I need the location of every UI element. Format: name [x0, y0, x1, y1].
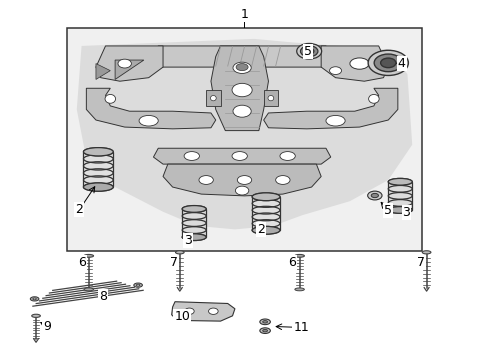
- Ellipse shape: [259, 328, 270, 333]
- Text: 5: 5: [384, 204, 391, 217]
- Ellipse shape: [30, 297, 39, 301]
- Ellipse shape: [329, 67, 341, 75]
- Ellipse shape: [208, 308, 218, 314]
- Polygon shape: [153, 46, 330, 67]
- Ellipse shape: [252, 226, 280, 234]
- Ellipse shape: [84, 255, 93, 257]
- Ellipse shape: [139, 116, 158, 126]
- Ellipse shape: [380, 58, 395, 68]
- Bar: [387, 182, 411, 210]
- Ellipse shape: [210, 95, 216, 101]
- Text: 3: 3: [402, 206, 409, 219]
- Ellipse shape: [136, 284, 140, 286]
- Ellipse shape: [84, 288, 93, 291]
- Text: 2: 2: [257, 223, 264, 236]
- Ellipse shape: [304, 48, 313, 54]
- Polygon shape: [86, 88, 215, 129]
- Text: 9: 9: [43, 320, 51, 333]
- Ellipse shape: [235, 186, 248, 195]
- Text: 10: 10: [174, 310, 190, 323]
- Ellipse shape: [373, 54, 402, 72]
- Ellipse shape: [367, 191, 381, 200]
- Ellipse shape: [32, 314, 41, 318]
- Ellipse shape: [184, 152, 199, 161]
- Bar: [182, 209, 206, 237]
- Ellipse shape: [296, 44, 321, 59]
- Bar: [263, 90, 278, 106]
- Ellipse shape: [232, 152, 247, 161]
- Ellipse shape: [325, 116, 345, 126]
- Bar: [252, 197, 280, 230]
- Polygon shape: [263, 88, 397, 129]
- Ellipse shape: [232, 83, 252, 97]
- Ellipse shape: [105, 94, 115, 103]
- Ellipse shape: [83, 148, 113, 156]
- Ellipse shape: [259, 319, 270, 325]
- Text: 6: 6: [288, 256, 296, 269]
- Ellipse shape: [300, 46, 317, 57]
- Polygon shape: [96, 64, 110, 80]
- Polygon shape: [96, 46, 163, 81]
- Polygon shape: [153, 148, 330, 164]
- Ellipse shape: [275, 176, 289, 184]
- Text: 7: 7: [169, 256, 177, 269]
- Ellipse shape: [252, 193, 280, 201]
- Ellipse shape: [134, 283, 142, 287]
- Ellipse shape: [262, 329, 267, 332]
- Text: 1: 1: [240, 8, 248, 21]
- Ellipse shape: [387, 179, 411, 185]
- Ellipse shape: [367, 50, 407, 76]
- Ellipse shape: [280, 152, 295, 161]
- Bar: [206, 90, 220, 106]
- Text: 7: 7: [416, 256, 424, 269]
- Text: 2: 2: [75, 203, 83, 216]
- Ellipse shape: [368, 94, 378, 103]
- Text: 8: 8: [99, 290, 107, 303]
- Polygon shape: [321, 46, 387, 81]
- Text: 6: 6: [78, 256, 85, 269]
- Ellipse shape: [118, 59, 131, 68]
- Ellipse shape: [236, 64, 247, 71]
- Ellipse shape: [349, 58, 368, 69]
- Ellipse shape: [294, 288, 304, 291]
- Ellipse shape: [199, 176, 213, 184]
- Bar: [67, 28, 421, 251]
- Text: 5: 5: [303, 45, 311, 58]
- Ellipse shape: [232, 105, 251, 117]
- Polygon shape: [210, 46, 268, 131]
- Polygon shape: [77, 39, 411, 229]
- Ellipse shape: [184, 308, 194, 314]
- Ellipse shape: [175, 251, 184, 254]
- Ellipse shape: [387, 207, 411, 213]
- Polygon shape: [115, 60, 143, 80]
- Polygon shape: [171, 302, 234, 321]
- Ellipse shape: [422, 251, 430, 254]
- Ellipse shape: [262, 321, 267, 323]
- Ellipse shape: [83, 183, 113, 191]
- Polygon shape: [163, 164, 321, 196]
- Ellipse shape: [370, 193, 378, 198]
- Ellipse shape: [232, 62, 251, 73]
- Text: 4: 4: [397, 57, 405, 70]
- Ellipse shape: [237, 176, 251, 184]
- Ellipse shape: [33, 298, 36, 300]
- Ellipse shape: [267, 95, 273, 101]
- Ellipse shape: [182, 206, 206, 212]
- Ellipse shape: [294, 255, 304, 257]
- Ellipse shape: [182, 234, 206, 240]
- Bar: [83, 152, 113, 187]
- Text: 3: 3: [184, 234, 192, 247]
- Text: 11: 11: [293, 321, 308, 334]
